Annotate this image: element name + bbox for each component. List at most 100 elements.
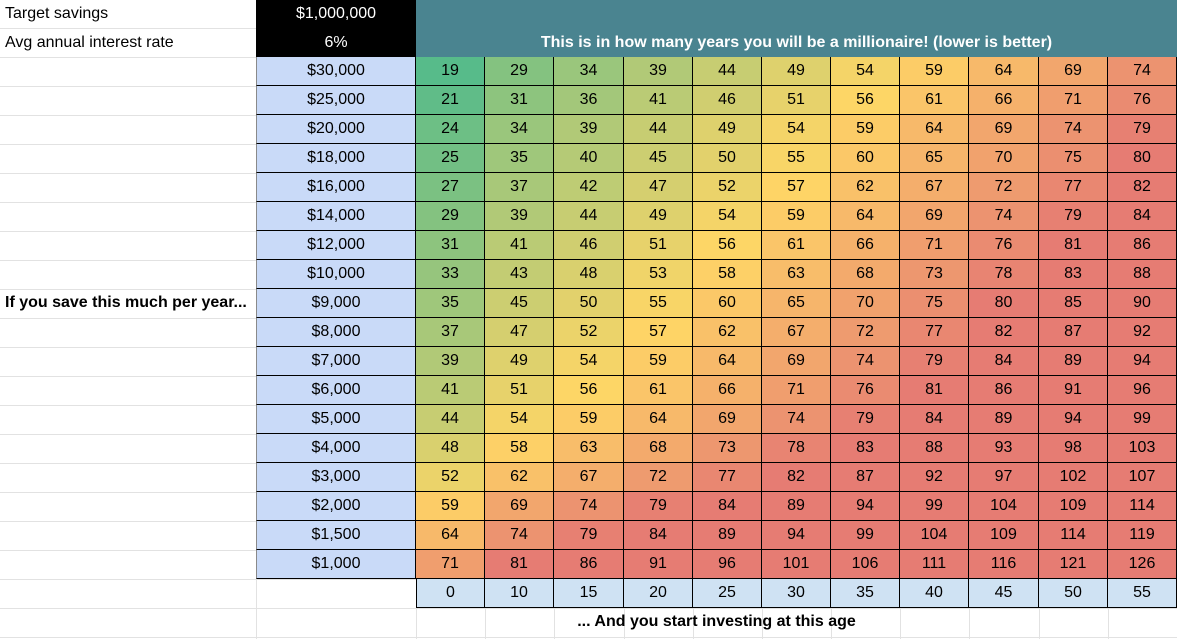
years-cell[interactable]: 99 [831,521,900,550]
savings-amount-cell[interactable]: $7,000 [256,347,416,376]
years-cell[interactable]: 64 [693,347,762,376]
years-cell[interactable]: 59 [900,57,969,86]
years-cell[interactable]: 73 [693,434,762,463]
savings-amount-cell[interactable]: $10,000 [256,260,416,289]
years-cell[interactable]: 54 [554,347,624,376]
years-cell[interactable]: 102 [1039,463,1108,492]
years-cell[interactable]: 79 [1108,115,1177,144]
years-cell[interactable]: 52 [693,173,762,202]
start-age-cell[interactable]: 15 [554,579,624,608]
years-cell[interactable]: 114 [1039,521,1108,550]
years-cell[interactable]: 36 [554,86,624,115]
years-cell[interactable]: 68 [624,434,693,463]
savings-amount-cell[interactable]: $16,000 [256,173,416,202]
years-cell[interactable]: 24 [416,115,485,144]
years-cell[interactable]: 82 [969,318,1039,347]
years-cell[interactable]: 44 [554,202,624,231]
years-cell[interactable]: 42 [554,173,624,202]
years-cell[interactable]: 70 [969,144,1039,173]
years-cell[interactable]: 89 [969,405,1039,434]
years-cell[interactable]: 37 [416,318,485,347]
years-cell[interactable]: 66 [831,231,900,260]
target-savings-value[interactable]: $1,000,000 [256,0,416,28]
years-cell[interactable]: 107 [1108,463,1177,492]
years-cell[interactable]: 64 [831,202,900,231]
savings-amount-cell[interactable]: $14,000 [256,202,416,231]
years-cell[interactable]: 47 [485,318,554,347]
years-cell[interactable]: 79 [624,492,693,521]
years-cell[interactable]: 74 [831,347,900,376]
years-cell[interactable]: 71 [900,231,969,260]
years-cell[interactable]: 92 [900,463,969,492]
years-cell[interactable]: 59 [554,405,624,434]
years-cell[interactable]: 64 [624,405,693,434]
years-cell[interactable]: 72 [831,318,900,347]
years-cell[interactable]: 49 [762,57,831,86]
years-cell[interactable]: 61 [762,231,831,260]
years-cell[interactable]: 41 [485,231,554,260]
years-cell[interactable]: 21 [416,86,485,115]
years-cell[interactable]: 89 [762,492,831,521]
years-cell[interactable]: 83 [1039,260,1108,289]
years-cell[interactable]: 76 [831,376,900,405]
years-cell[interactable]: 109 [1039,492,1108,521]
years-cell[interactable]: 54 [762,115,831,144]
years-cell[interactable]: 64 [416,521,485,550]
years-cell[interactable]: 41 [416,376,485,405]
years-cell[interactable]: 94 [1108,347,1177,376]
years-cell[interactable]: 71 [416,550,485,579]
years-cell[interactable]: 96 [693,550,762,579]
years-cell[interactable]: 55 [624,289,693,318]
years-cell[interactable]: 61 [624,376,693,405]
years-cell[interactable]: 54 [693,202,762,231]
savings-amount-cell[interactable]: $6,000 [256,376,416,405]
years-cell[interactable]: 90 [1108,289,1177,318]
years-cell[interactable]: 97 [969,463,1039,492]
years-cell[interactable]: 40 [554,144,624,173]
years-cell[interactable]: 29 [416,202,485,231]
years-cell[interactable]: 84 [900,405,969,434]
years-cell[interactable]: 86 [554,550,624,579]
savings-amount-cell[interactable]: $12,000 [256,231,416,260]
years-cell[interactable]: 51 [762,86,831,115]
years-cell[interactable]: 82 [1108,173,1177,202]
years-cell[interactable]: 74 [762,405,831,434]
years-cell[interactable]: 49 [624,202,693,231]
years-cell[interactable]: 39 [554,115,624,144]
years-cell[interactable]: 88 [900,434,969,463]
years-cell[interactable]: 71 [762,376,831,405]
years-cell[interactable]: 31 [416,231,485,260]
savings-amount-cell[interactable]: $1,000 [256,550,416,579]
years-cell[interactable]: 71 [1039,86,1108,115]
years-cell[interactable]: 60 [693,289,762,318]
years-cell[interactable]: 47 [624,173,693,202]
years-cell[interactable]: 64 [900,115,969,144]
years-cell[interactable]: 86 [969,376,1039,405]
years-cell[interactable]: 111 [900,550,969,579]
years-cell[interactable]: 54 [831,57,900,86]
years-cell[interactable]: 45 [624,144,693,173]
years-cell[interactable]: 67 [762,318,831,347]
years-cell[interactable]: 34 [485,115,554,144]
savings-amount-cell[interactable]: $9,000 [256,289,416,318]
years-cell[interactable]: 87 [1039,318,1108,347]
years-cell[interactable]: 73 [900,260,969,289]
start-age-cell[interactable]: 25 [693,579,762,608]
years-cell[interactable]: 61 [900,86,969,115]
start-age-cell[interactable]: 50 [1039,579,1108,608]
years-cell[interactable]: 87 [831,463,900,492]
start-age-cell[interactable]: 45 [969,579,1039,608]
savings-amount-cell[interactable]: $2,000 [256,492,416,521]
years-cell[interactable]: 70 [831,289,900,318]
years-cell[interactable]: 94 [1039,405,1108,434]
years-cell[interactable]: 69 [1039,57,1108,86]
years-cell[interactable]: 37 [485,173,554,202]
years-cell[interactable]: 59 [624,347,693,376]
years-cell[interactable]: 62 [831,173,900,202]
years-cell[interactable]: 39 [416,347,485,376]
years-cell[interactable]: 77 [900,318,969,347]
years-cell[interactable]: 96 [1108,376,1177,405]
savings-amount-cell[interactable]: $8,000 [256,318,416,347]
start-age-cell[interactable]: 40 [900,579,969,608]
years-cell[interactable]: 63 [554,434,624,463]
